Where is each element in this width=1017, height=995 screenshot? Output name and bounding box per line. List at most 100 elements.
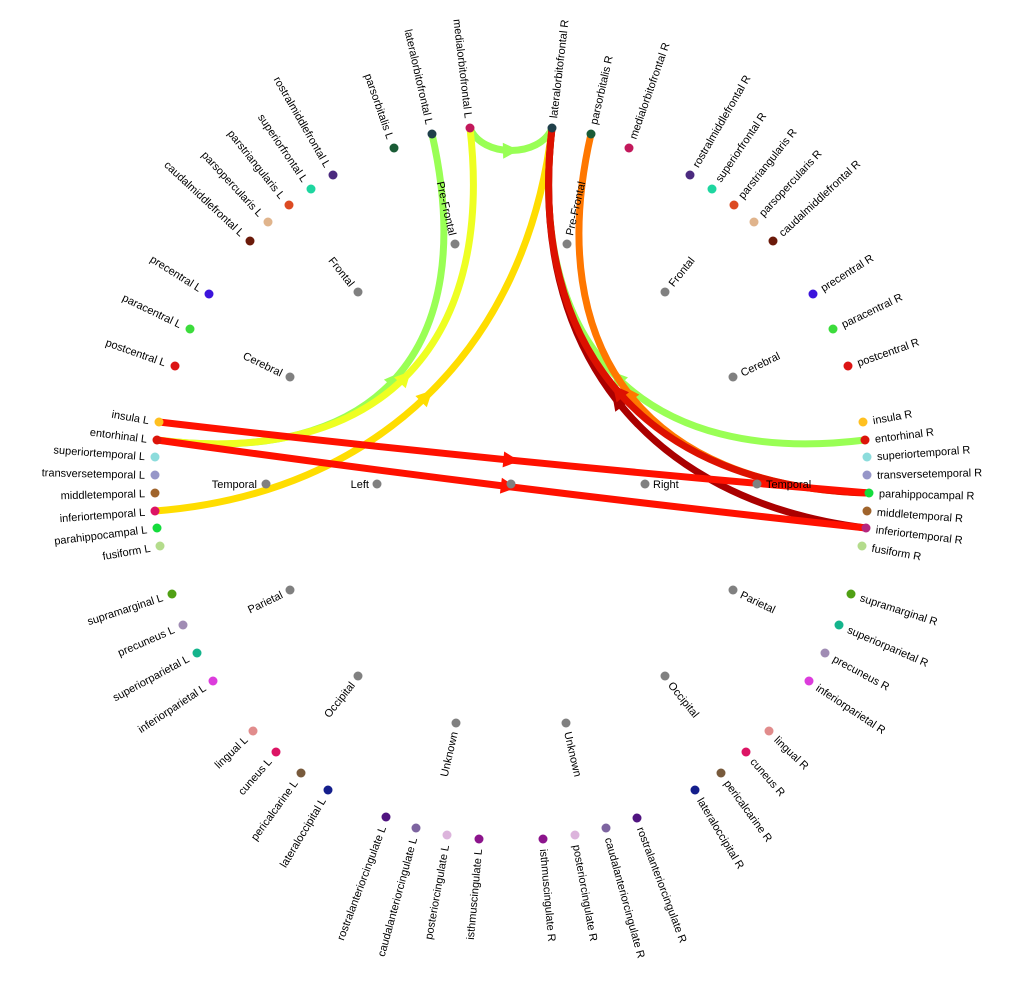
region-node-inferiortemporal_r bbox=[861, 523, 871, 533]
region-label-cuneus_r: cuneus R bbox=[747, 756, 787, 799]
region-node-precuneus_r bbox=[820, 648, 830, 658]
region-node-cuneus_l bbox=[271, 747, 281, 757]
region-label-precuneus_r: precuneus R bbox=[830, 653, 891, 693]
region-node-posteriorcingulate_l bbox=[442, 830, 452, 840]
region-label-fusiform_r: fusiform R bbox=[871, 543, 922, 564]
lobe-node-unknown_r bbox=[561, 718, 571, 728]
region-label-superiortemporal_l: superiortemporal L bbox=[53, 444, 145, 463]
lobe-node-unknown_l bbox=[451, 718, 461, 728]
region-label-paracentral_l: paracentral L bbox=[120, 292, 183, 331]
region-label-medialorbitofrontal_r: medialorbitofrontal R bbox=[628, 41, 673, 141]
edges-layer bbox=[151, 124, 873, 532]
lobe-node-cerebral_r bbox=[728, 372, 738, 382]
region-node-lateraloccipital_l bbox=[323, 785, 333, 795]
lobe-label-prefrontal_r: Pre-Frontal bbox=[564, 181, 588, 237]
nodes-layer bbox=[150, 123, 874, 844]
region-label-transversetemporal_l: transversetemporal L bbox=[42, 467, 146, 482]
lobe-label-frontal_r: Frontal bbox=[667, 255, 698, 289]
region-node-superiorfrontal_r bbox=[707, 184, 717, 194]
lobe-node-occipital_l bbox=[353, 671, 363, 681]
region-label-isthmuscingulate_l: isthmuscingulate L bbox=[465, 849, 485, 941]
region-node-supramarginal_l bbox=[167, 589, 177, 599]
region-node-transversetemporal_l bbox=[150, 470, 160, 480]
region-node-caudalanteriorcingulate_l bbox=[411, 823, 421, 833]
region-node-superiorparietal_r bbox=[834, 620, 844, 630]
region-label-superiorparietal_r: superiorparietal R bbox=[845, 624, 930, 669]
region-label-insula_r: insula R bbox=[872, 408, 913, 427]
region-label-transversetemporal_r: transversetemporal R bbox=[877, 467, 982, 482]
region-node-parsopercularis_r bbox=[749, 217, 759, 227]
lobe-node-occipital_r bbox=[660, 671, 670, 681]
region-label-lateraloccipital_l: lateraloccipital L bbox=[278, 796, 329, 870]
region-node-caudalanteriorcingulate_r bbox=[601, 823, 611, 833]
lobe-node-prefrontal_r bbox=[562, 239, 572, 249]
region-node-lingual_r bbox=[764, 726, 774, 736]
region-label-isthmuscingulate_r: isthmuscingulate R bbox=[537, 849, 557, 943]
lobe-label-cerebral_l: Cerebral bbox=[241, 350, 284, 379]
region-node-lateralorbitofrontal_r bbox=[547, 123, 557, 133]
lobe-label-parietal_l: Parietal bbox=[246, 589, 285, 616]
region-label-middletemporal_l: middletemporal L bbox=[61, 488, 146, 502]
region-node-paracentral_l bbox=[185, 324, 195, 334]
region-label-superiortemporal_r: superiortemporal R bbox=[877, 444, 971, 463]
region-node-isthmuscingulate_r bbox=[538, 834, 548, 844]
region-label-lingual_r: lingual R bbox=[771, 734, 810, 772]
edge-arrowhead bbox=[415, 390, 433, 408]
region-label-parsorbitalis_l: parsorbitalis L bbox=[362, 72, 396, 141]
region-label-supramarginal_r: supramarginal R bbox=[858, 592, 939, 628]
region-node-rostralmiddlefrontal_l bbox=[328, 170, 338, 180]
region-label-lingual_l: lingual L bbox=[213, 734, 251, 771]
region-label-rostralanteriorcingulate_l: rostralanteriorcingulate L bbox=[335, 825, 389, 943]
region-label-fusiform_l: fusiform L bbox=[102, 543, 152, 563]
region-label-inferiortemporal_l: inferiortemporal L bbox=[59, 507, 145, 525]
region-label-insula_l: insula L bbox=[111, 409, 150, 427]
region-node-precuneus_l bbox=[178, 620, 188, 630]
region-label-postcentral_l: postcentral L bbox=[104, 337, 167, 369]
region-label-entorhinal_r: entorhinal R bbox=[874, 426, 934, 445]
region-label-rostralanteriorcingulate_r: rostralanteriorcingulate R bbox=[634, 826, 689, 945]
region-node-superiortemporal_r bbox=[862, 452, 872, 462]
region-node-postcentral_l bbox=[170, 361, 180, 371]
region-label-entorhinal_l: entorhinal L bbox=[89, 427, 148, 446]
region-node-middletemporal_r bbox=[862, 506, 872, 516]
region-node-inferiorparietal_r bbox=[804, 676, 814, 686]
edge-arrowhead bbox=[502, 451, 520, 468]
edge-arrowhead bbox=[502, 142, 519, 159]
region-node-paracentral_r bbox=[828, 324, 838, 334]
lobe-label-occipital_r: Occipital bbox=[665, 680, 701, 720]
region-node-parsopercularis_l bbox=[263, 217, 273, 227]
hemisphere-node-left bbox=[372, 479, 382, 489]
region-label-parsorbitalis_r: parsorbitalis R bbox=[588, 55, 615, 126]
region-label-middletemporal_r: middletemporal R bbox=[876, 507, 963, 525]
region-node-middletemporal_l bbox=[150, 488, 160, 498]
lobe-label-unknown_l: Unknown bbox=[439, 731, 461, 778]
region-node-inferiorparietal_l bbox=[208, 676, 218, 686]
lobe-label-prefrontal_l: Pre-Frontal bbox=[434, 181, 458, 237]
region-label-inferiortemporal_r: inferiortemporal R bbox=[875, 524, 963, 547]
region-node-pericalcarine_l bbox=[296, 768, 306, 778]
region-label-lateralorbitofrontal_r: lateralorbitofrontal R bbox=[548, 19, 571, 119]
lobe-node-temporal_l bbox=[261, 479, 271, 489]
lobe-label-cerebral_r: Cerebral bbox=[739, 350, 782, 379]
region-node-parsorbitalis_r bbox=[586, 129, 596, 139]
lobe-label-frontal_l: Frontal bbox=[326, 255, 357, 289]
region-node-parstriangularis_l bbox=[284, 200, 294, 210]
region-node-caudalmiddlefrontal_r bbox=[768, 236, 778, 246]
hemisphere-node-right bbox=[640, 479, 650, 489]
region-node-supramarginal_r bbox=[846, 589, 856, 599]
region-node-insula_r bbox=[858, 417, 868, 427]
region-label-cuneus_l: cuneus L bbox=[236, 756, 274, 798]
region-label-paracentral_r: paracentral R bbox=[840, 291, 905, 330]
region-node-superiorparietal_l bbox=[192, 648, 202, 658]
region-label-medialorbitofrontal_l: medialorbitofrontal L bbox=[450, 18, 473, 118]
region-node-transversetemporal_r bbox=[862, 470, 872, 480]
region-node-medialorbitofrontal_r bbox=[624, 143, 634, 153]
lobe-node-prefrontal_l bbox=[450, 239, 460, 249]
edge-arrowhead bbox=[612, 384, 629, 403]
lobe-label-parietal_r: Parietal bbox=[738, 589, 777, 616]
region-label-parahippocampal_l: parahippocampal L bbox=[54, 524, 148, 547]
lobe-label-unknown_r: Unknown bbox=[561, 731, 583, 778]
region-node-rostralanteriorcingulate_r bbox=[632, 813, 642, 823]
region-node-postcentral_r bbox=[843, 361, 853, 371]
region-node-pericalcarine_r bbox=[716, 768, 726, 778]
